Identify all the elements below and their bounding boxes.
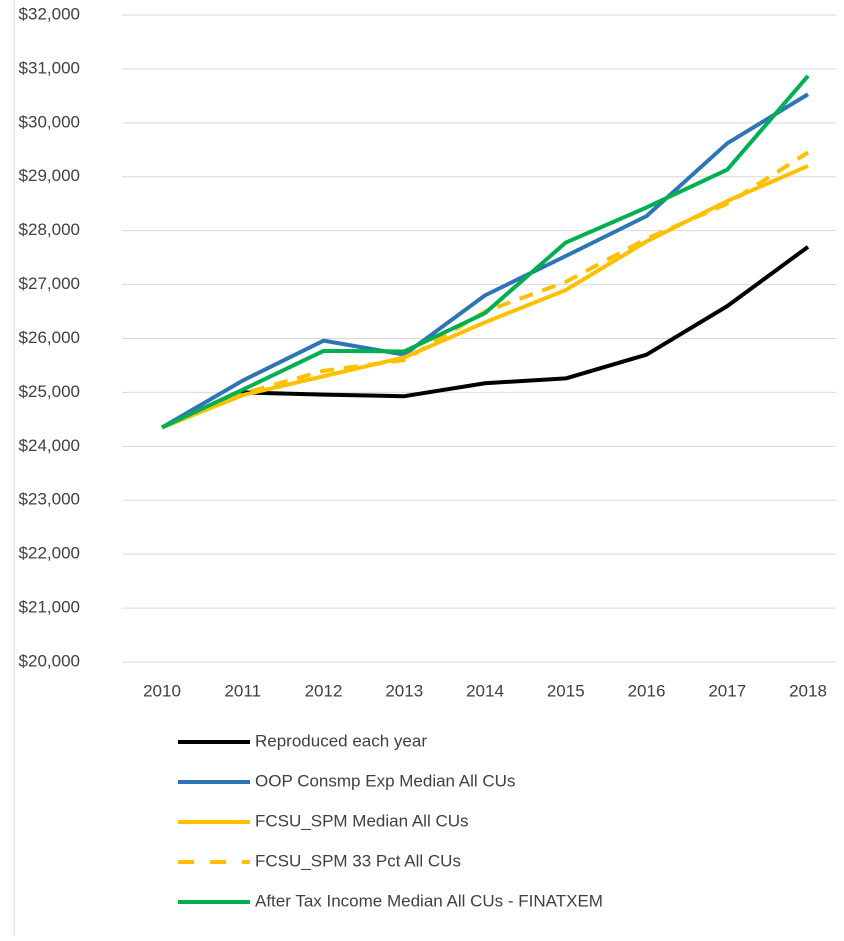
x-tick-label: 2017 [708,681,746,700]
series-line [160,92,810,430]
x-tick-label: 2012 [305,681,343,700]
y-tick-label: $31,000 [19,58,80,77]
x-tick-label: 2013 [385,681,423,700]
y-tick-label: $27,000 [19,274,80,293]
y-tick-label: $26,000 [19,328,80,347]
y-tick-label: $23,000 [19,490,80,509]
legend-label: FCSU_SPM Median All CUs [255,811,469,830]
y-tick-label: $20,000 [19,651,80,670]
x-tick-label: 2011 [224,681,261,700]
y-tick-label: $28,000 [19,220,80,239]
legend-label: FCSU_SPM 33 Pct All CUs [255,851,461,870]
series-line [161,245,810,430]
x-tick-label: 2014 [466,681,504,700]
x-tick-label: 2018 [789,681,827,700]
legend-label: OOP Consmp Exp Median All CUs [255,771,515,790]
y-tick-label: $21,000 [19,598,80,617]
x-tick-label: 2015 [547,681,585,700]
legend-label: Reproduced each year [255,731,427,750]
y-tick-label: $29,000 [19,166,80,185]
y-tick-label: $24,000 [19,436,80,455]
y-tick-label: $22,000 [19,544,80,563]
x-tick-label: 2010 [143,681,181,700]
y-tick-label: $30,000 [19,112,80,131]
x-tick-label: 2016 [628,681,666,700]
y-tick-label: $25,000 [19,382,80,401]
legend-label: After Tax Income Median All CUs - FINATX… [255,891,603,910]
series-line [161,150,810,430]
series-line [161,74,810,430]
y-tick-label: $32,000 [19,4,80,23]
